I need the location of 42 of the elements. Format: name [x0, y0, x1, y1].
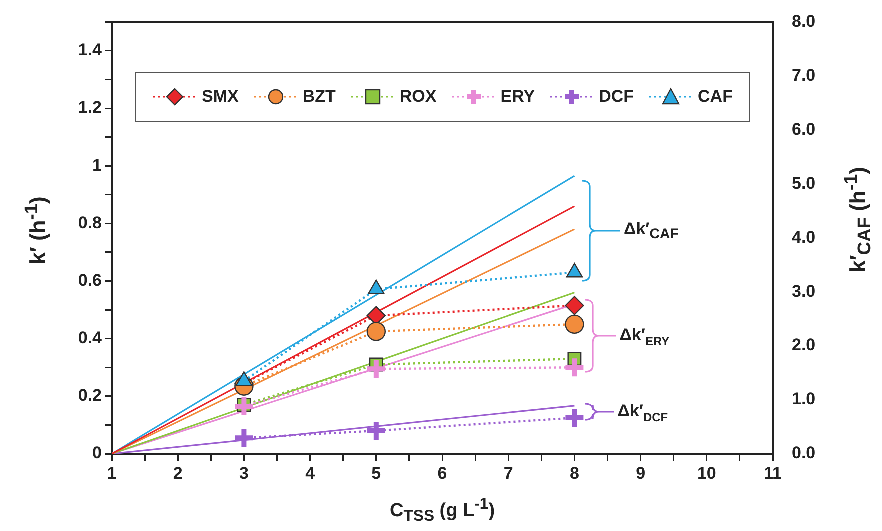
point	[566, 263, 584, 278]
y2-tick-label: 8.0	[792, 12, 816, 31]
y2-tick-label: 2.0	[792, 336, 816, 355]
y-tick-label: 1.2	[78, 98, 102, 118]
y2-tick-label: 1.0	[792, 390, 816, 409]
legend-label: ERY	[500, 87, 536, 108]
legend-label: CAF	[698, 87, 733, 108]
y-tick-label: 0.6	[78, 270, 102, 290]
y-tick-label: 0.8	[78, 213, 102, 232]
point	[366, 322, 386, 342]
x-tick-label: 6	[438, 464, 448, 483]
y2-tick-label: 4.0	[792, 228, 816, 247]
point	[565, 314, 584, 334]
legend-label: DCF	[599, 87, 634, 108]
x-tick-label: 2	[173, 464, 183, 483]
y-tick-label: 0.4	[78, 328, 103, 348]
x-axis-title: C$_{TSS}$ (g L$^{-1}$)	[390, 496, 496, 526]
legend-label: ROX	[400, 87, 437, 108]
x-tick-label: 5	[372, 464, 382, 483]
y2-tick-label: 3.0	[792, 282, 816, 301]
annotation: Δk′$_{CAF}$	[624, 219, 679, 243]
y-tick-label: 1.4	[78, 40, 103, 60]
point	[236, 372, 253, 386]
x-tick-label: 4	[306, 464, 316, 483]
y2-tick-label: 0.0	[792, 444, 816, 463]
x-tick-label: 10	[697, 464, 716, 483]
legend-label: BZT	[302, 87, 336, 108]
x-tick-label: 8	[570, 464, 580, 483]
x-tick-label: 3	[239, 464, 249, 483]
x-tick-label: 1	[107, 464, 117, 483]
y-tick-label: 0.2	[78, 386, 102, 406]
x-tick-label: 11	[764, 464, 782, 483]
y-tick-label: 1	[92, 156, 102, 175]
legend-label: SMX	[202, 87, 239, 108]
point	[565, 296, 584, 316]
x-tick-label: 9	[636, 464, 646, 483]
y-tick-label: 0	[92, 444, 102, 463]
y2-tick-label: 5.0	[792, 174, 816, 193]
y2-tick-label: 7.0	[792, 66, 816, 85]
point	[368, 280, 385, 294]
y2-tick-label: 6.0	[792, 120, 816, 139]
x-tick-label: 7	[504, 464, 514, 483]
